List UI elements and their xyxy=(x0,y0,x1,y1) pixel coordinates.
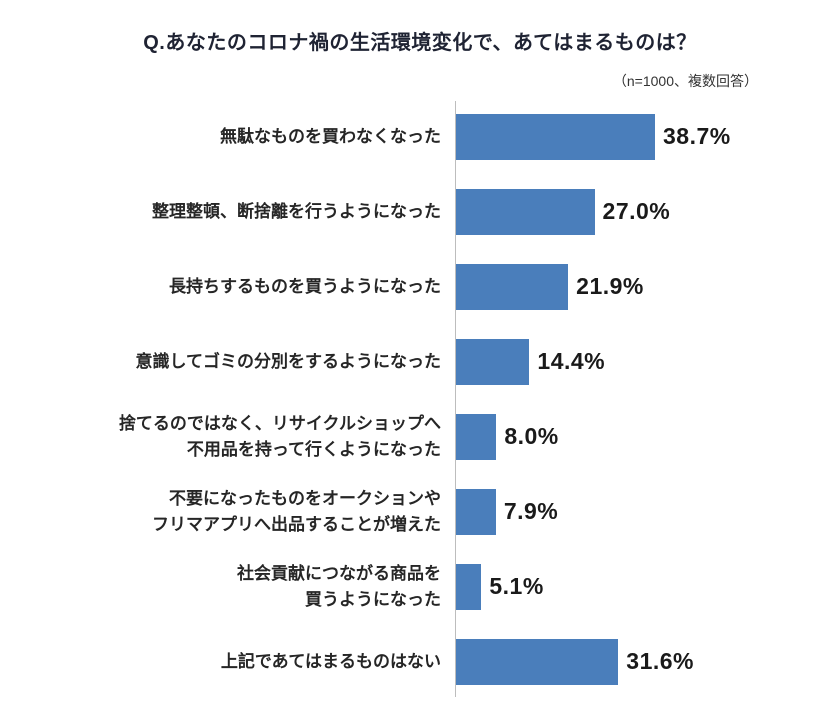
bar xyxy=(455,113,655,160)
bar-chart: 無駄なものを買わなくなった 38.7% 整理整頓、断捨離を行うようになった 27.0%… xyxy=(0,99,840,699)
bar-area: 27.0% xyxy=(455,174,840,249)
bar-label: 意識してゴミの分別をするようになった xyxy=(135,351,442,371)
bar-label: 社会貢献につながる商品を 買うようになった xyxy=(237,564,441,609)
bar-label: 整理整頓、断捨離を行うようになった xyxy=(152,201,441,221)
bar-label: 長持ちするものを買うようになった xyxy=(169,276,441,296)
bar-value: 5.1% xyxy=(489,573,544,599)
chart-row: 無駄なものを買わなくなった 38.7% xyxy=(0,99,840,174)
bar xyxy=(455,188,595,235)
bar xyxy=(455,488,496,535)
bar-value: 27.0% xyxy=(602,198,671,224)
chart-row: 上記であてはまるものはない 31.6% xyxy=(0,624,840,699)
bar-area: 5.1% xyxy=(455,549,840,624)
bar-value: 8.0% xyxy=(504,423,559,449)
bar xyxy=(455,263,569,310)
bar-area: 31.6% xyxy=(455,624,840,699)
chart-row: 長持ちするものを買うようになった 21.9% xyxy=(0,249,840,324)
bar xyxy=(455,338,530,385)
bar-value: 31.6% xyxy=(626,648,695,674)
bar-label: 不要になったものをオークションや フリマアプリへ出品することが増えた xyxy=(152,489,441,534)
chart-title: Q.あなたのコロナ禍の生活環境変化で、あてはまるものは？ xyxy=(143,32,697,54)
chart-row: 不要になったものをオークションや フリマアプリへ出品することが増えた 7.9% xyxy=(0,474,840,549)
bar-value: 38.7% xyxy=(663,123,731,149)
chart-row: 意識してゴミの分別をするようになった 14.4% xyxy=(0,324,840,399)
bar-area: 21.9% xyxy=(455,249,840,324)
chart-row: 捨てるのではなく、リサイクルショップへ 不用品を持って行くようになった 8.0% xyxy=(0,399,840,474)
bar-area: 38.7% xyxy=(455,99,840,174)
bar-value: 7.9% xyxy=(503,498,559,524)
bar-label: 無駄なものを買わなくなった xyxy=(220,126,441,146)
bar-label: 上記であてはまるものはない xyxy=(220,651,441,671)
bar xyxy=(455,413,497,460)
bar-area: 7.9% xyxy=(455,474,840,549)
vertical-axis-line xyxy=(455,101,456,697)
bar-value: 21.9% xyxy=(576,273,644,299)
bar-value: 14.4% xyxy=(537,348,606,374)
sample-size-note: （n=1000、複数回答） xyxy=(612,73,758,89)
bar-area: 8.0% xyxy=(455,399,840,474)
chart-row: 整理整頓、断捨離を行うようになった 27.0% xyxy=(0,174,840,249)
bar xyxy=(455,563,482,610)
bar-label: 捨てるのではなく、リサイクルショップへ 不用品を持って行くようになった xyxy=(118,414,441,459)
chart-rows: 無駄なものを買わなくなった 38.7% 整理整頓、断捨離を行うようになった 27.0%… xyxy=(0,99,840,699)
bar-area: 14.4% xyxy=(455,324,840,399)
bar xyxy=(455,638,619,685)
chart-row: 社会貢献につながる商品を 買うようになった 5.1% xyxy=(0,549,840,624)
